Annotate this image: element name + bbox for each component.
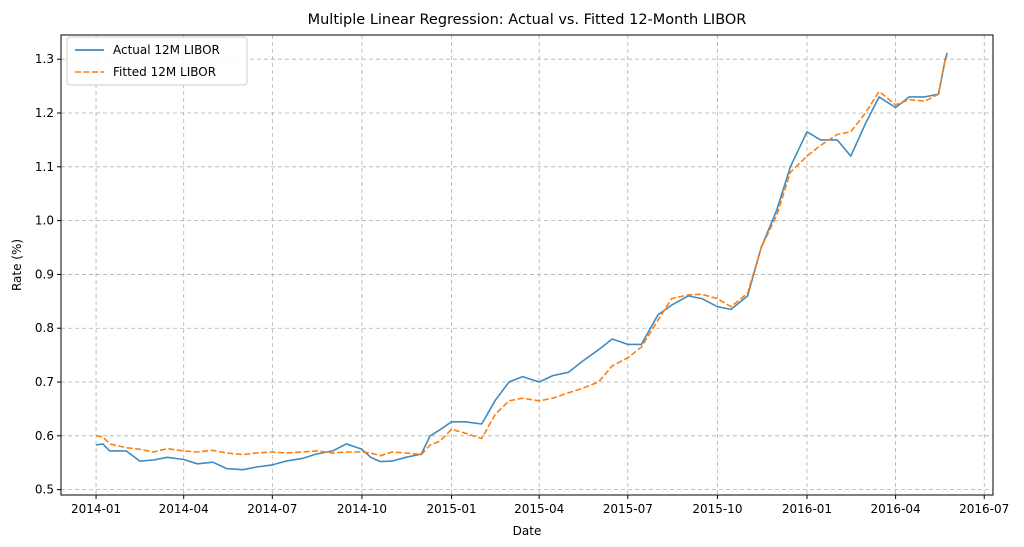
y-tick-label: 0.6	[35, 429, 54, 443]
y-tick-label: 0.8	[35, 321, 54, 335]
y-axis-ticks: 0.5 0.6 0.7 0.8 0.9 1.0 1.1 1.2 1.3	[35, 52, 61, 497]
y-tick-label: 1.1	[35, 160, 54, 174]
x-tick-label: 2016-04	[871, 502, 921, 516]
actual-series-line	[95, 52, 948, 471]
y-tick-label: 1.3	[35, 52, 54, 66]
legend: Actual 12M LIBOR Fitted 12M LIBOR	[66, 36, 248, 86]
x-axis-ticks: 2014-01 2014-04 2014-07 2014-10 2015-01 2015-…	[71, 495, 1009, 516]
x-tick-label: 2015-01	[426, 502, 476, 516]
legend-label-fitted: Fitted 12M LIBOR	[113, 65, 216, 79]
series-lines	[95, 52, 948, 471]
x-tick-label: 2014-04	[159, 502, 209, 516]
legend-box	[66, 36, 248, 86]
x-tick-label: 2014-10	[337, 502, 387, 516]
y-tick-label: 1.2	[35, 106, 54, 120]
x-tick-label: 2016-01	[782, 502, 832, 516]
grid-lines	[61, 35, 993, 495]
y-tick-label: 0.5	[35, 483, 54, 497]
y-tick-label: 1.0	[35, 214, 54, 228]
x-tick-label: 2015-07	[603, 502, 653, 516]
x-tick-label: 2014-01	[71, 502, 121, 516]
x-tick-label: 2015-10	[692, 502, 742, 516]
plot-frame	[60, 34, 994, 496]
y-axis-title: Rate (%)	[10, 239, 24, 291]
legend-label-actual: Actual 12M LIBOR	[113, 43, 220, 57]
x-tick-label: 2016-07	[959, 502, 1009, 516]
x-axis-title: Date	[513, 524, 542, 538]
y-tick-label: 0.7	[35, 375, 54, 389]
chart-title: Multiple Linear Regression: Actual vs. F…	[308, 12, 747, 28]
fitted-series-line	[95, 56, 948, 457]
x-tick-label: 2015-04	[514, 502, 564, 516]
x-tick-label: 2014-07	[247, 502, 297, 516]
y-tick-label: 0.9	[35, 267, 54, 281]
